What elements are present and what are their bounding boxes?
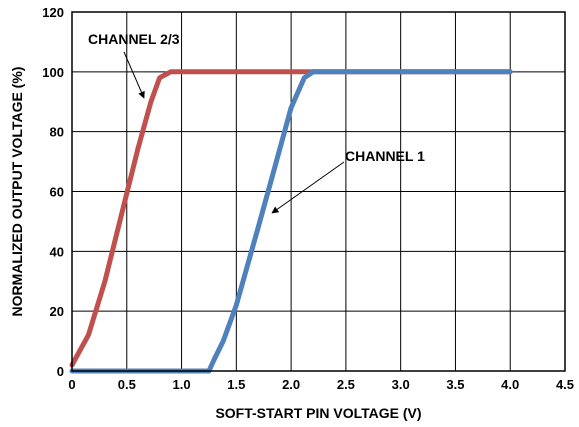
annotation-channel-1: CHANNEL 1 <box>345 148 425 164</box>
y-axis-label: NORMALIZED OUTPUT VOLTAGE (%) <box>9 67 25 317</box>
y-tick-label: 80 <box>50 125 64 140</box>
annotation-channel-2-3: CHANNEL 2/3 <box>88 31 180 47</box>
x-tick-label: 4.5 <box>556 377 574 392</box>
annotation-arrow-channel-2-3 <box>123 51 145 99</box>
annotations: CHANNEL 2/3 CHANNEL 1 <box>88 31 425 214</box>
y-tick-label: 20 <box>50 304 64 319</box>
series-layer <box>69 69 513 374</box>
plot-frame <box>71 11 566 372</box>
y-tick-label: 120 <box>42 5 64 20</box>
x-tick-label: 4.0 <box>501 377 519 392</box>
x-tick-label: 0.5 <box>118 377 136 392</box>
annotation-arrow-channel-1 <box>271 161 345 214</box>
y-tick-label: 40 <box>50 244 64 259</box>
y-tick-label: 100 <box>42 65 64 80</box>
x-tick-labels: 0 0.5 1.0 1.5 2.0 2.5 3.0 3.5 4.0 4.5 <box>68 377 574 392</box>
y-tick-label: 60 <box>50 185 64 200</box>
x-tick-label: 1.0 <box>173 377 191 392</box>
series-line-channel-1 <box>69 69 513 374</box>
x-tick-label: 3.0 <box>392 377 410 392</box>
x-tick-label: 3.5 <box>446 377 464 392</box>
x-tick-label: 0 <box>68 377 75 392</box>
x-tick-label: 2.0 <box>282 377 300 392</box>
y-tick-label: 0 <box>57 364 64 379</box>
grid <box>71 11 566 372</box>
x-tick-label: 1.5 <box>227 377 245 392</box>
x-axis-label: SOFT-START PIN VOLTAGE (V) <box>215 405 421 421</box>
series-line-channel-2-3 <box>69 69 513 368</box>
y-tick-labels: 0 20 40 60 80 100 120 <box>42 5 64 379</box>
x-tick-label: 2.5 <box>337 377 355 392</box>
